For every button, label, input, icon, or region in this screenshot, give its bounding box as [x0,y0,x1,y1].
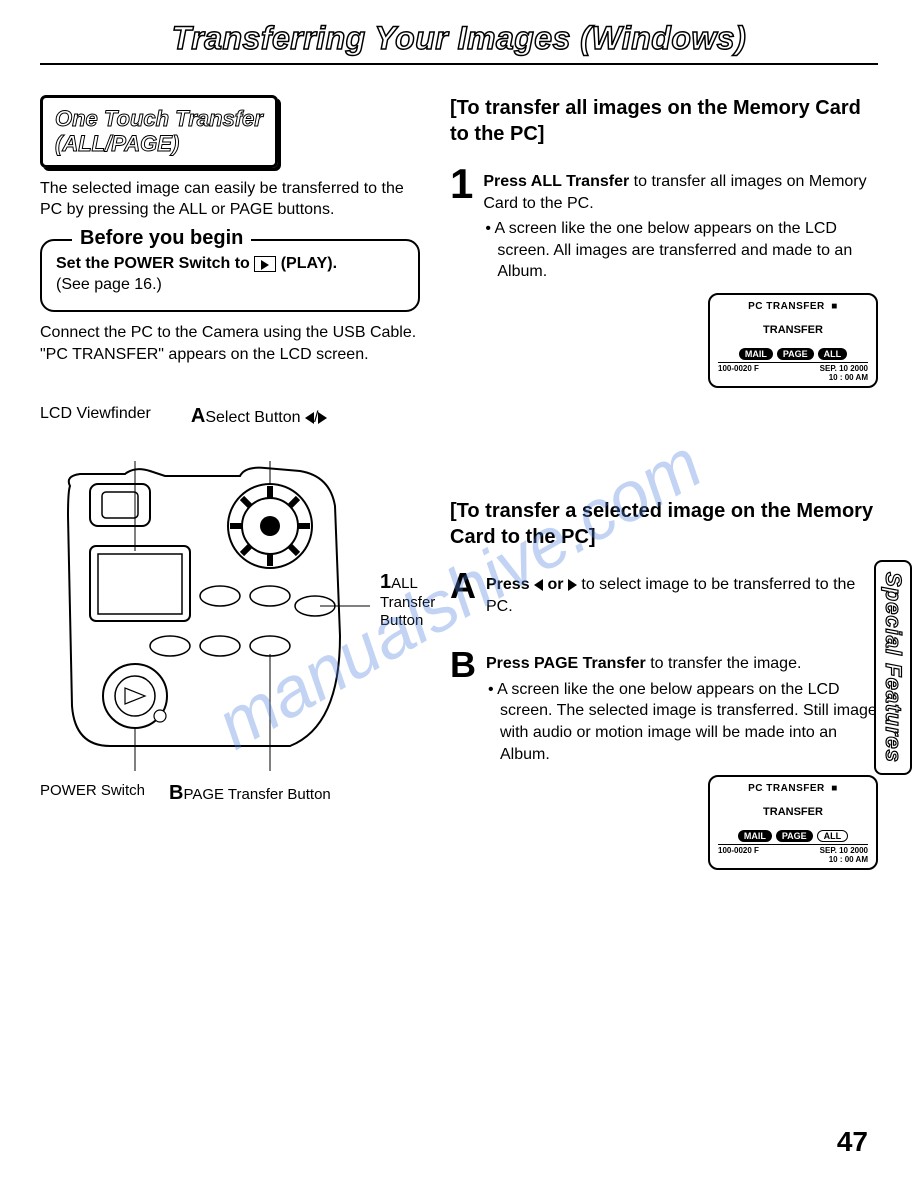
step-a-letter: A [450,568,476,604]
step-b: B Press PAGE Transfer to transfer the im… [450,647,878,765]
before-begin-play: (PLAY). [281,255,337,272]
step-1: 1 Press ALL Transfer to transfer all ima… [450,165,878,283]
pill-page: PAGE [777,348,814,360]
triangle-right-icon [318,412,327,424]
label-page: PAGE Transfer Button [183,786,330,803]
step-1-bullet: • A screen like the one below appears on… [483,218,878,283]
triangle-left-icon [534,579,543,591]
page-title: Transferring Your Images (Windows) [40,20,878,57]
play-icon [254,256,276,272]
label-lcd: LCD Viewfinder [40,405,151,428]
triangle-left-icon [305,412,314,424]
pill-all-outline: ALL [817,830,849,842]
title-rule [40,63,878,65]
page-number: 47 [837,1126,868,1158]
section-line2: (ALL/PAGE) [55,131,263,156]
step-b-letter: B [450,647,476,683]
pill-mail: MAIL [739,348,773,360]
heading-selected: [To transfer a selected image on the Mem… [450,498,878,550]
callout-all: 1ALL Transfer Button [380,570,435,630]
before-begin-note: (See page 16.) [56,276,162,293]
lcd-screen-1: PC TRANSFER ■ TRANSFER MAIL PAGE ALL 100… [708,293,878,388]
label-select: Select Button [205,409,300,426]
intro-text: The selected image can easily be transfe… [40,178,420,221]
pill-all: ALL [818,348,848,360]
before-begin-title: Before you begin [72,227,251,250]
connect-text: Connect the PC to the Camera using the U… [40,322,420,365]
label-power: POWER Switch [40,782,145,805]
step-b-bullet: • A screen like the one below appears on… [486,679,878,765]
step-b-rest: to transfer the image. [646,655,802,672]
pill-mail: MAIL [738,830,772,842]
heading-all: [To transfer all images on the Memory Ca… [450,95,878,147]
pill-page: PAGE [776,830,813,842]
section-box: One Touch Transfer (ALL/PAGE) [40,95,278,168]
lcd-screen-2: PC TRANSFER ■ TRANSFER MAIL PAGE ALL 100… [708,775,878,870]
step-1-number: 1 [450,165,473,203]
step-a: A Press or to select image to be transfe… [450,568,878,617]
label-page-prefix: B [169,782,183,804]
label-select-prefix: A [191,405,205,427]
section-line1: One Touch Transfer [55,106,263,131]
step-b-bold: Press PAGE Transfer [486,655,646,672]
step-1-bold: Press ALL Transfer [483,173,629,190]
triangle-right-icon [568,579,577,591]
before-begin-bold: Set the POWER Switch to [56,255,250,272]
camera-illustration [40,436,370,776]
side-tab: Special Features [874,560,912,775]
before-begin-box: Before you begin Set the POWER Switch to… [40,239,420,312]
camera-diagram: LCD Viewfinder ASelect Button / [40,405,420,825]
